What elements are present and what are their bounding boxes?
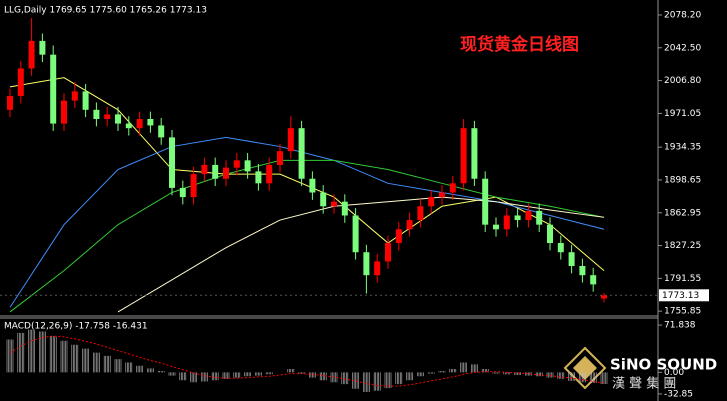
moving-average bbox=[9, 136, 605, 308]
candle-body bbox=[385, 243, 391, 262]
candle-body bbox=[179, 187, 186, 198]
candle-body bbox=[471, 128, 478, 179]
candle-body bbox=[439, 192, 445, 198]
candle-body bbox=[277, 151, 283, 165]
macd-title: MACD(12,26,9) -17.758 -16.431 bbox=[4, 322, 148, 332]
candle-body bbox=[125, 123, 132, 129]
candle-body bbox=[341, 201, 348, 216]
y-tick-label: 2042.50 bbox=[664, 43, 701, 53]
candle-body bbox=[61, 100, 67, 124]
candle-body bbox=[212, 164, 219, 179]
y-tick-label: 1971.05 bbox=[664, 109, 701, 119]
y-tick-label: 71.838 bbox=[664, 321, 696, 331]
y-tick-label: 1862.95 bbox=[664, 208, 701, 218]
candle-body bbox=[169, 137, 175, 188]
candle-body bbox=[525, 210, 532, 221]
candle-body bbox=[428, 197, 435, 207]
candle-body bbox=[190, 174, 197, 198]
candle-body bbox=[320, 192, 327, 207]
logo-name: SiNO SOUND bbox=[610, 356, 717, 374]
candle-body bbox=[39, 40, 46, 55]
candle-body bbox=[244, 160, 251, 172]
candle-body bbox=[417, 206, 424, 221]
y-tick-label: 1827.25 bbox=[664, 241, 701, 251]
candle-body bbox=[449, 183, 456, 193]
candle-body bbox=[557, 243, 564, 253]
candle-body bbox=[233, 160, 240, 168]
candle-body bbox=[158, 125, 165, 138]
moving-average bbox=[117, 196, 605, 313]
logo-subtitle: 漢 聲 集 團 bbox=[612, 376, 676, 392]
candle-body bbox=[536, 210, 543, 225]
moving-average bbox=[9, 159, 605, 313]
candle-body bbox=[363, 252, 370, 276]
candle-body bbox=[93, 109, 100, 119]
candle-body bbox=[115, 114, 121, 124]
price-label-box bbox=[659, 289, 709, 302]
candle-body bbox=[493, 224, 499, 230]
candle-body bbox=[287, 128, 294, 152]
candle-body bbox=[82, 91, 89, 110]
candle-body bbox=[28, 40, 35, 69]
candle-body bbox=[147, 118, 154, 126]
candle-body bbox=[201, 164, 208, 175]
candle-body bbox=[255, 171, 262, 184]
candle-body bbox=[590, 275, 597, 285]
candle-body bbox=[309, 178, 316, 193]
logo-icon bbox=[563, 346, 607, 390]
y-tick-label: 1791.55 bbox=[664, 274, 701, 284]
logo-icon bbox=[573, 356, 597, 380]
chart-header: LLG,Daily 1769.65 1775.60 1765.26 1773.1… bbox=[4, 6, 207, 16]
candle-body bbox=[71, 91, 78, 101]
candle-body bbox=[503, 215, 510, 230]
candle-body bbox=[17, 68, 24, 97]
candle-body bbox=[331, 201, 337, 207]
candle-body bbox=[568, 252, 575, 267]
y-tick-label: 1755.85 bbox=[664, 307, 701, 317]
candle-body bbox=[547, 224, 553, 244]
candle-body bbox=[223, 167, 229, 179]
candle-body bbox=[579, 266, 586, 276]
moving-average bbox=[9, 77, 605, 271]
y-tick-label: 2006.80 bbox=[664, 76, 701, 86]
y-tick-label: 2078.20 bbox=[664, 10, 701, 20]
signal-line bbox=[9, 335, 605, 387]
y-tick-label: -32.85 bbox=[664, 389, 693, 399]
chart-title: 现货黄金日线图 bbox=[460, 34, 579, 55]
candle-body bbox=[50, 54, 57, 124]
candle-body bbox=[406, 220, 413, 230]
candle-body bbox=[298, 128, 305, 179]
candle-body bbox=[7, 96, 13, 110]
candle-body bbox=[266, 164, 273, 184]
candle-body bbox=[482, 178, 489, 225]
candle-body bbox=[601, 295, 607, 299]
price-label: 1773.13 bbox=[662, 291, 699, 301]
candle-body bbox=[395, 229, 402, 244]
candle-body bbox=[136, 118, 143, 129]
logo: SiNO SOUND 漢 聲 集 團 bbox=[563, 346, 717, 392]
candle-body bbox=[374, 261, 381, 276]
candle-body bbox=[460, 128, 467, 184]
candle-body bbox=[352, 215, 359, 253]
y-tick-label: 0.00 bbox=[664, 368, 684, 378]
candle-body bbox=[104, 114, 111, 119]
y-tick-label: 1934.35 bbox=[664, 143, 701, 153]
candle-body bbox=[514, 215, 521, 221]
y-tick-label: 1898.65 bbox=[664, 175, 701, 185]
